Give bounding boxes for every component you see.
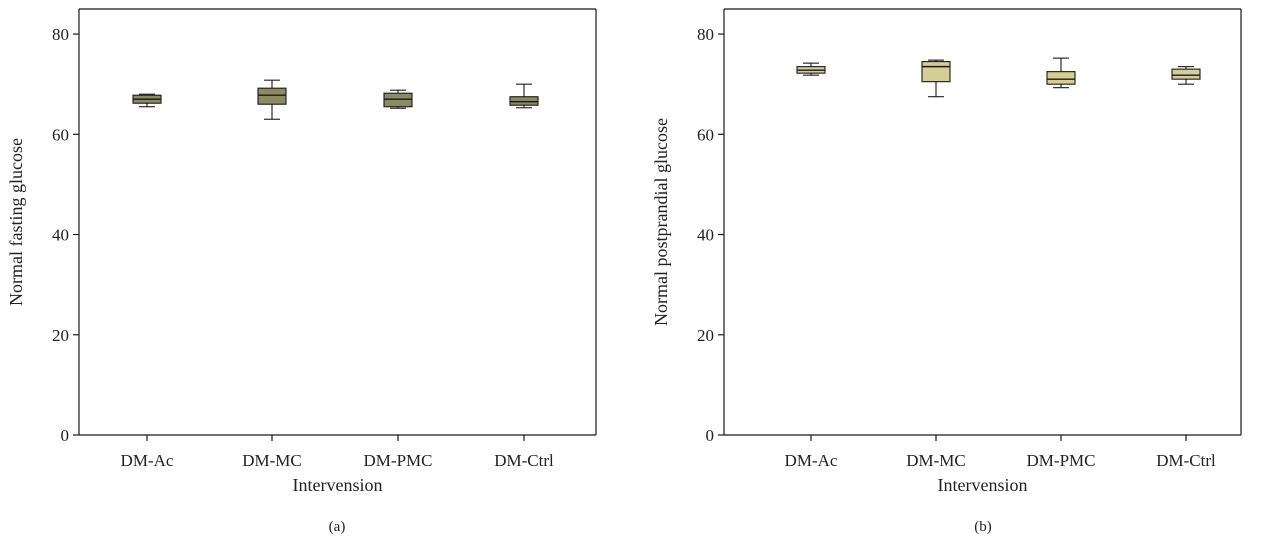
x-tick-label: DM-PMC xyxy=(364,451,433,470)
iqr-box xyxy=(257,87,287,105)
y-tick-label: 80 xyxy=(52,25,69,44)
y-axis-title: Normal postprandial glucose xyxy=(651,118,671,326)
panel-b: 0 20 40 60 80 DM-Ac DM-MC DM-PMC DM-Ctrl Interven… xyxy=(651,8,1242,535)
y-tick-label: 60 xyxy=(697,125,714,144)
x-tick-label: DM-Ctrl xyxy=(1156,451,1216,470)
y-tick-label: 60 xyxy=(52,125,69,144)
panel-label: (b) xyxy=(974,519,992,535)
x-tick-label: DM-Ac xyxy=(785,451,838,470)
iqr-box xyxy=(921,61,951,83)
y-tick-label: 20 xyxy=(697,326,714,345)
x-tick-label: DM-Ctrl xyxy=(494,451,554,470)
y-tick-label: 40 xyxy=(52,226,69,245)
box-plot-dm-mc xyxy=(921,59,951,98)
panel-label: (a) xyxy=(329,519,346,535)
panel-a: 0 20 40 60 80 DM-Ac DM-MC DM-PMC DM-Ctrl Interven… xyxy=(6,8,597,535)
iqr-box xyxy=(509,96,539,106)
x-tick-label: DM-Ac xyxy=(121,451,174,470)
box-plot-dm-ctrl xyxy=(509,83,539,109)
y-tick-label: 0 xyxy=(706,426,715,445)
x-axis-title: Intervension xyxy=(938,475,1028,495)
box-plot-dm-pmc xyxy=(383,89,413,109)
x-tick-label: DM-PMC xyxy=(1027,451,1096,470)
box-plot-dm-ctrl xyxy=(1171,66,1201,85)
box-plot-dm-mc xyxy=(257,79,287,120)
iqr-box xyxy=(1046,71,1076,85)
x-tick-label: DM-MC xyxy=(906,451,966,470)
y-tick-label: 80 xyxy=(697,25,714,44)
iqr-box xyxy=(1171,68,1201,80)
y-tick-label: 20 xyxy=(52,326,69,345)
y-tick-label: 40 xyxy=(697,226,714,245)
x-tick-label: DM-MC xyxy=(242,451,302,470)
box-plot-dm-ac xyxy=(796,62,826,76)
box-plot-dm-ac xyxy=(132,93,162,108)
x-axis-title: Intervension xyxy=(293,475,383,495)
y-axis-title: Normal fasting glucose xyxy=(6,138,26,306)
y-tick-label: 0 xyxy=(61,426,70,445)
box-plot-dm-pmc xyxy=(1046,57,1076,89)
iqr-box xyxy=(383,92,413,108)
